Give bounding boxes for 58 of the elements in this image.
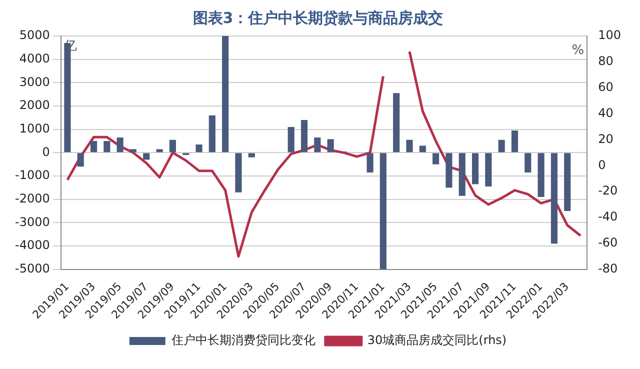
y-tick-label: -4000 — [14, 238, 50, 252]
bar — [366, 153, 374, 173]
bar — [208, 115, 216, 152]
y2-tick-label: -60 — [598, 236, 618, 250]
bar — [314, 138, 321, 152]
y2-tick-label: 100 — [598, 28, 621, 42]
bar — [90, 141, 98, 152]
bar — [446, 153, 452, 188]
bar — [458, 153, 466, 196]
bar — [485, 153, 492, 187]
y2-tick-label: -80 — [598, 261, 618, 276]
bar — [77, 153, 84, 167]
bar — [235, 153, 242, 192]
bar — [511, 130, 518, 152]
bar — [327, 139, 334, 152]
bar — [222, 36, 229, 152]
bar — [538, 153, 544, 198]
y-tick-label: 4000 — [19, 51, 50, 66]
y2-tick-label: 80 — [598, 54, 614, 68]
bar — [550, 153, 558, 244]
y-tick-label: 2000 — [19, 98, 50, 112]
bar — [564, 153, 571, 212]
bar — [472, 153, 479, 184]
y-tick-label: -1000 — [14, 168, 50, 182]
bar — [406, 140, 413, 152]
bar — [130, 149, 137, 152]
y2-tick-label: 0 — [598, 158, 606, 172]
chart-title: 图表3：住户中长期贷款与商品房成交 — [192, 8, 444, 27]
y2-tick-label: -40 — [598, 210, 618, 224]
y-tick-label: 0 — [42, 144, 50, 159]
y-tick-label: 3000 — [19, 74, 50, 89]
y-tick-label: -5000 — [14, 261, 50, 276]
bar — [380, 153, 386, 270]
bar — [156, 149, 163, 152]
bar — [248, 153, 255, 158]
y-tick-label: 1000 — [19, 121, 50, 136]
bar — [393, 93, 400, 152]
bar — [300, 120, 308, 152]
y2-axis-title: % — [572, 42, 584, 58]
bar — [116, 138, 124, 152]
y-tick-label: -2000 — [14, 191, 50, 206]
y2-tick-label: 60 — [598, 80, 614, 94]
bar — [104, 141, 110, 152]
y-tick-label: -3000 — [14, 214, 50, 229]
y-tick-label: 5000 — [19, 28, 50, 42]
bar — [288, 127, 294, 152]
bar — [169, 140, 176, 152]
bar — [196, 144, 202, 152]
bar — [419, 146, 426, 152]
bar — [498, 140, 505, 152]
legend-label: 住户中长期消费贷同比变化 — [170, 333, 316, 348]
bar — [432, 153, 440, 164]
y2-tick-label: -20 — [598, 184, 618, 198]
y2-tick-label: 40 — [598, 106, 614, 120]
legend-label: 30城商品房成交同比(rhs) — [367, 333, 507, 348]
bar — [524, 153, 532, 173]
bar — [143, 153, 150, 160]
y2-tick-label: 20 — [598, 132, 614, 146]
